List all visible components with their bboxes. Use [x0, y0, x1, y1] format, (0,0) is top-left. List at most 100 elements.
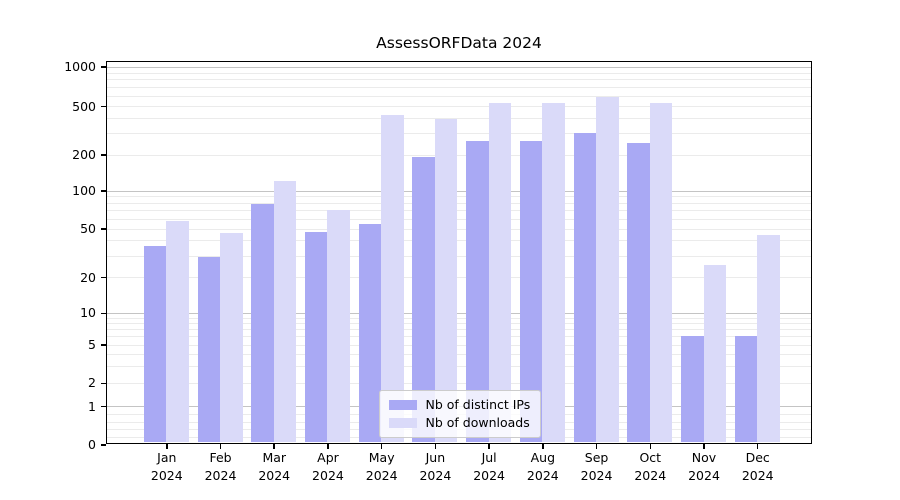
x-tick-month: Jan	[157, 450, 177, 465]
bar-distinct-ips-oct	[627, 142, 650, 443]
bar-downloads-jun	[434, 119, 458, 443]
bar-distinct-ips-aug	[519, 140, 543, 443]
gridline-minor	[106, 255, 811, 257]
y-tick-label: 20	[80, 269, 96, 285]
gridline-major	[106, 66, 811, 68]
y-tick-label: 2	[88, 375, 96, 391]
bar-downloads-apr	[327, 210, 350, 443]
gridline-minor	[106, 79, 811, 81]
gridline-minor	[106, 365, 811, 367]
bar-downloads-nov	[703, 265, 726, 443]
x-tick-month: May	[368, 450, 395, 465]
gridline-major	[106, 312, 811, 314]
x-tick-year: 2024	[312, 468, 344, 484]
bar-distinct-ips-jan	[143, 245, 167, 443]
x-tick-month: Jul	[481, 450, 497, 465]
gridline-minor	[106, 218, 811, 220]
legend-item: Nb of distinct IPs	[388, 396, 530, 414]
x-tick-label: Oct 2024	[618, 449, 682, 485]
gridline-minor	[106, 210, 811, 212]
gridline-minor	[106, 117, 811, 119]
x-tick-mark	[703, 444, 705, 449]
y-tick-label: 0	[88, 437, 96, 452]
x-tick-month: Apr	[317, 450, 339, 465]
x-tick-label: Feb 2024	[189, 449, 253, 485]
bar-distinct-ips-jun	[412, 157, 435, 443]
x-tick-month: Feb	[209, 450, 232, 465]
y-tick-mark	[100, 444, 106, 446]
gridline-minor	[106, 202, 811, 204]
gridline-minor	[106, 86, 811, 88]
gridline-minor	[106, 240, 811, 242]
x-tick-mark	[756, 444, 759, 449]
bar-distinct-ips-sep	[573, 133, 597, 443]
bar-downloads-may	[381, 115, 404, 443]
x-tick-label: Jun 2024	[403, 449, 467, 485]
legend-item: Nb of downloads	[388, 414, 531, 432]
plot-area: Nb of distinct IPs Nb of downloads	[105, 60, 812, 444]
y-tick-mark	[100, 382, 106, 385]
x-tick-mark	[166, 444, 168, 449]
gridline-minor	[106, 106, 811, 107]
x-tick-label: Dec 2024	[726, 449, 790, 485]
legend-label: Nb of downloads	[425, 415, 530, 430]
gridline-minor	[106, 228, 811, 230]
x-tick-label: Apr 2024	[296, 449, 360, 485]
x-tick-month: Jun	[425, 450, 446, 465]
x-tick-mark	[380, 444, 383, 449]
x-tick-month: Oct	[639, 450, 662, 465]
y-tick-mark	[100, 190, 106, 192]
bar-downloads-aug	[542, 102, 565, 443]
gridline-minor	[106, 95, 811, 97]
y-tick-mark	[100, 405, 106, 408]
gridline-minor	[106, 133, 811, 135]
x-tick-mark	[649, 444, 652, 449]
gridline-minor	[106, 317, 811, 319]
bar-downloads-sep	[596, 96, 619, 443]
y-tick-label: 100	[72, 183, 96, 198]
bar-distinct-ips-jul	[466, 140, 489, 443]
x-tick-year: 2024	[473, 468, 506, 484]
gridline-minor	[106, 336, 811, 338]
gridline-minor	[106, 154, 811, 156]
gridline-minor	[106, 277, 811, 278]
bar-downloads-dec	[757, 235, 780, 443]
bar-distinct-ips-nov	[681, 336, 704, 443]
x-tick-label: May 2024	[350, 449, 414, 485]
y-tick-mark	[100, 66, 106, 68]
x-tick-month: Dec	[745, 450, 770, 465]
x-tick-year: 2024	[150, 468, 183, 484]
bar-downloads-mar	[273, 181, 297, 443]
x-tick-year: 2024	[580, 468, 613, 484]
gridline-minor	[106, 196, 811, 198]
x-tick-mark	[595, 444, 598, 449]
x-tick-mark	[434, 444, 437, 449]
gridline-minor	[106, 344, 811, 346]
y-tick-label: 5	[88, 337, 96, 352]
x-tick-month: Sep	[584, 450, 609, 465]
bar-downloads-feb	[220, 232, 243, 443]
y-tick-label: 50	[80, 221, 96, 236]
bar-distinct-ips-apr	[304, 231, 328, 443]
chart-title: AssessORFData 2024	[376, 34, 542, 52]
y-tick-mark	[100, 312, 106, 315]
y-tick-mark	[100, 344, 106, 346]
bar-downloads-oct	[649, 102, 673, 443]
gridline-minor	[106, 382, 811, 384]
gridline-major	[106, 190, 811, 192]
bar-downloads-jan	[166, 221, 189, 443]
y-tick-label: 10	[80, 305, 96, 321]
bar-distinct-ips-may	[358, 224, 382, 443]
gridline-minor	[106, 72, 811, 74]
x-tick-mark	[488, 444, 490, 449]
x-tick-label: Sep 2024	[565, 449, 629, 485]
y-tick-label: 200	[72, 147, 96, 162]
y-tick-label: 500	[72, 98, 96, 114]
y-tick-mark	[100, 276, 106, 279]
y-tick-label: 1000	[64, 59, 96, 74]
x-tick-label: Mar 2024	[242, 449, 306, 485]
x-tick-label: Jan 2024	[135, 449, 199, 485]
y-tick-label: 1	[88, 398, 96, 414]
bar-distinct-ips-feb	[197, 257, 221, 443]
